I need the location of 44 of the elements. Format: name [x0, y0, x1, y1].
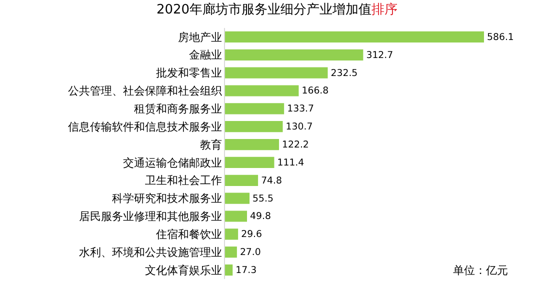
data-label: 122.2 — [282, 140, 309, 151]
bar — [225, 228, 238, 240]
data-label: 312.7 — [366, 50, 394, 61]
y-tick-label: 批发和零售业 — [156, 66, 222, 80]
y-tick-label: 住宿和餐饮业 — [156, 228, 222, 242]
y-tick-label: 交通运输仓储邮政业 — [122, 156, 222, 170]
bar — [225, 103, 284, 114]
y-tick-label: 信息传输软件和信息技术服务业 — [68, 120, 222, 134]
bar — [225, 138, 279, 150]
data-label: 133.7 — [287, 104, 314, 115]
y-tick-label: 科学研究和技术服务业 — [112, 192, 222, 206]
data-label: 586.1 — [487, 32, 514, 43]
y-tick-label: 公共管理、社会保障和社会组织 — [68, 84, 222, 98]
bar — [225, 156, 274, 168]
y-tick-label: 金融业 — [188, 48, 222, 62]
data-label: 17.3 — [236, 265, 257, 276]
data-label: 130.7 — [286, 122, 313, 133]
data-label: 29.6 — [241, 229, 262, 240]
data-label: 166.8 — [302, 86, 329, 97]
chart-title: 2020年廊坊市服务业细分产业增加值排序 — [156, 1, 398, 18]
data-label: 232.5 — [330, 68, 358, 79]
bar — [225, 121, 283, 132]
bar — [225, 246, 237, 258]
bar — [225, 210, 248, 222]
data-label: 74.8 — [261, 175, 282, 186]
data-label: 111.4 — [277, 157, 304, 168]
data-label: 55.5 — [252, 193, 274, 204]
bar — [225, 174, 258, 186]
y-tick-label: 租赁和商务服务业 — [134, 102, 222, 116]
y-tick-label: 水利、环境和公共设施管理业 — [78, 246, 222, 259]
bar — [225, 192, 250, 204]
y-tick-label: 房地产业 — [178, 30, 222, 44]
data-label: 27.0 — [240, 247, 261, 258]
annotation: 单位：亿元 — [453, 264, 508, 277]
bar — [225, 67, 328, 78]
data-label: 49.8 — [250, 211, 271, 222]
bar — [225, 31, 484, 43]
y-tick-label: 卫生和社会工作 — [144, 174, 222, 188]
bar — [225, 49, 364, 60]
y-tick-label: 文化体育娱乐业 — [144, 264, 222, 277]
y-tick-label: 教育 — [200, 138, 222, 152]
y-tick-label: 居民服务业修理和其他服务业 — [78, 210, 222, 224]
bar — [225, 85, 299, 96]
bar — [225, 264, 233, 276]
